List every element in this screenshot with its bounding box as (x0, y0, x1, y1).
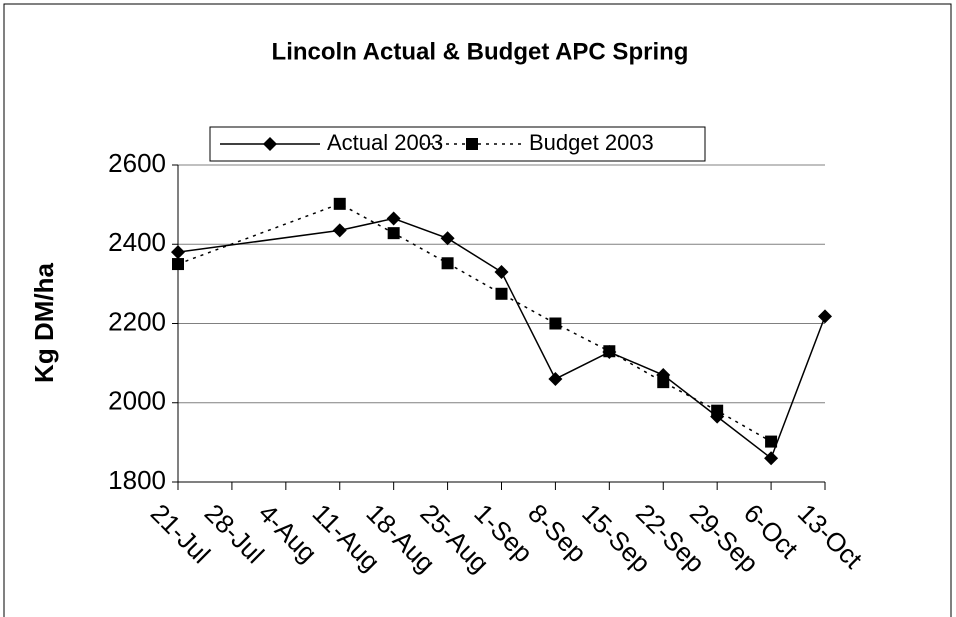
legend-marker (466, 138, 478, 150)
square-marker (333, 197, 346, 210)
y-tick-label: 2200 (108, 306, 166, 336)
diamond-marker (764, 451, 779, 466)
diamond-marker (548, 371, 563, 386)
legend-marker (263, 137, 277, 151)
diamond-marker (440, 231, 455, 246)
legend-label: Actual 2003 (327, 130, 443, 155)
square-marker (441, 257, 454, 270)
square-marker (549, 317, 562, 330)
chart-title: Lincoln Actual & Budget APC Spring (272, 38, 689, 65)
square-marker (387, 227, 400, 240)
square-marker (765, 435, 778, 448)
y-axis-label: Kg DM/ha (29, 263, 59, 383)
y-tick-label: 2400 (108, 227, 166, 257)
diamond-marker (386, 211, 401, 226)
diamond-marker (171, 245, 185, 260)
diamond-marker (818, 309, 832, 324)
square-marker (603, 345, 616, 358)
y-tick-label: 2600 (108, 148, 166, 178)
diamond-marker (494, 264, 509, 279)
diamond-marker (332, 223, 347, 238)
square-marker (495, 287, 508, 300)
legend-label: Budget 2003 (529, 130, 654, 155)
square-marker (172, 258, 184, 271)
chart-border (3, 3, 952, 617)
square-marker (657, 376, 670, 389)
y-tick-label: 1800 (108, 465, 166, 495)
square-marker (711, 404, 724, 417)
y-tick-label: 2000 (108, 386, 166, 416)
